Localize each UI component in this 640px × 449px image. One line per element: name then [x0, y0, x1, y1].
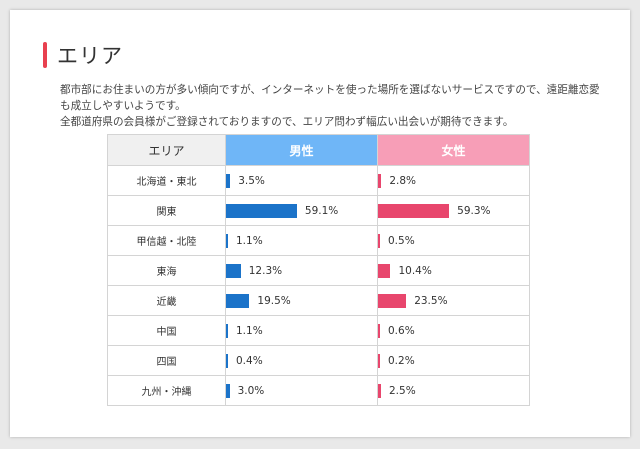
- male-percent-label: 1.1%: [236, 234, 263, 247]
- table-body: 北海道・東北 3.5% 2.8% 関東 59.1% 59.3% 甲信越・北陸 1.1% 0.5%…: [107, 165, 530, 406]
- male-value-cell: 59.1%: [225, 195, 378, 226]
- table-row: 近畿 19.5% 23.5%: [107, 285, 530, 316]
- description-line-2: 全都道府県の会員様がご登録されておりますので、エリア問わず幅広い出会いが期待でき…: [60, 116, 514, 128]
- male-value-cell: 19.5%: [225, 285, 378, 316]
- area-cell: 関東: [107, 195, 226, 226]
- table-row: 北海道・東北 3.5% 2.8%: [107, 165, 530, 196]
- male-bar: [226, 263, 241, 278]
- male-value-cell: 0.4%: [225, 345, 378, 376]
- female-bar: [378, 323, 380, 338]
- male-bar: [226, 233, 228, 248]
- female-percent-label: 23.5%: [414, 294, 448, 307]
- male-percent-label: 3.5%: [238, 174, 265, 187]
- male-value-cell: 1.1%: [225, 315, 378, 346]
- area-distribution-table: エリア 男性 女性 北海道・東北 3.5% 2.8% 関東 59.1% 59.3% 甲信越・…: [107, 134, 530, 406]
- male-value-cell: 1.1%: [225, 225, 378, 256]
- table-header-row: エリア 男性 女性: [107, 134, 530, 166]
- area-cell: 甲信越・北陸: [107, 225, 226, 256]
- female-value-cell: 2.5%: [377, 375, 530, 406]
- table-row: 中国 1.1% 0.6%: [107, 315, 530, 346]
- area-cell: 東海: [107, 255, 226, 286]
- female-bar: [378, 353, 380, 368]
- female-value-cell: 0.5%: [377, 225, 530, 256]
- table-row: 関東 59.1% 59.3%: [107, 195, 530, 226]
- table-row: 九州・沖縄 3.0% 2.5%: [107, 375, 530, 406]
- area-cell: 四国: [107, 345, 226, 376]
- heading-accent-bar: [43, 42, 47, 68]
- female-percent-label: 0.6%: [388, 324, 415, 337]
- section-heading: エリア: [43, 40, 123, 70]
- female-bar: [378, 293, 407, 308]
- male-percent-label: 3.0%: [237, 384, 265, 397]
- female-percent-label: 10.4%: [398, 264, 432, 277]
- male-bar: [226, 203, 297, 218]
- male-value-cell: 3.0%: [225, 375, 378, 406]
- female-bar: [378, 173, 382, 188]
- male-percent-label: 19.5%: [257, 294, 291, 307]
- area-cell: 九州・沖縄: [107, 375, 226, 406]
- female-value-cell: 23.5%: [377, 285, 530, 316]
- header-male: 男性: [225, 134, 378, 166]
- female-value-cell: 0.2%: [377, 345, 530, 376]
- table-row: 甲信越・北陸 1.1% 0.5%: [107, 225, 530, 256]
- area-cell: 近畿: [107, 285, 226, 316]
- section-description: 都市部にお住まいの方が多い傾向ですが、インターネットを使った場所を選ばないサービ…: [60, 82, 610, 130]
- male-bar: [226, 293, 250, 308]
- female-percent-label: 2.8%: [389, 174, 417, 187]
- table-row: 東海 12.3% 10.4%: [107, 255, 530, 286]
- description-line-1: 都市部にお住まいの方が多い傾向ですが、インターネットを使った場所を選ばないサービ…: [60, 84, 600, 112]
- male-bar: [226, 173, 231, 188]
- female-value-cell: 2.8%: [377, 165, 530, 196]
- male-bar: [226, 353, 228, 368]
- header-area: エリア: [107, 134, 226, 166]
- female-bar: [378, 383, 381, 398]
- section-title: エリア: [57, 44, 123, 68]
- male-percent-label: 0.4%: [236, 354, 263, 367]
- female-bar: [378, 203, 450, 218]
- male-percent-label: 12.3%: [248, 264, 283, 277]
- female-value-cell: 59.3%: [377, 195, 530, 226]
- header-female: 女性: [377, 134, 530, 166]
- male-value-cell: 12.3%: [225, 255, 378, 286]
- female-bar: [378, 233, 380, 248]
- female-percent-label: 0.2%: [388, 354, 415, 367]
- female-value-cell: 0.6%: [377, 315, 530, 346]
- male-bar: [226, 383, 230, 398]
- female-value-cell: 10.4%: [377, 255, 530, 286]
- female-percent-label: 0.5%: [388, 234, 415, 247]
- male-percent-label: 59.1%: [304, 204, 339, 217]
- area-cell: 北海道・東北: [107, 165, 226, 196]
- area-cell: 中国: [107, 315, 226, 346]
- female-percent-label: 59.3%: [457, 204, 491, 217]
- table-row: 四国 0.4% 0.2%: [107, 345, 530, 376]
- female-percent-label: 2.5%: [389, 384, 416, 397]
- female-bar: [378, 263, 391, 278]
- male-percent-label: 1.1%: [236, 324, 263, 337]
- male-value-cell: 3.5%: [225, 165, 378, 196]
- male-bar: [226, 323, 228, 338]
